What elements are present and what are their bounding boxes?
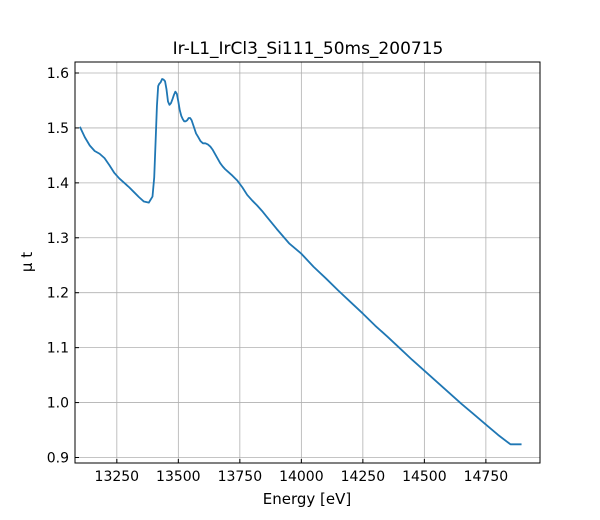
x-tick-label: 13500: [156, 469, 201, 485]
grid: [75, 62, 540, 463]
y-tick-label: 1.5: [47, 121, 69, 137]
line-series: [79, 78, 522, 446]
plot-frame: [74, 61, 541, 464]
series-line: [79, 78, 522, 446]
ticks: 13250 13500 13750 14000 14250 14500 14750 0.9 1.…: [47, 66, 508, 485]
x-tick-label: 13250: [95, 469, 140, 485]
x-axis-label: Energy [eV]: [263, 490, 351, 508]
y-tick-label: 1.3: [47, 231, 69, 247]
x-tick-label: 14000: [279, 469, 324, 485]
y-axis-label: μ t: [18, 252, 36, 272]
x-tick-label: 14250: [341, 469, 386, 485]
y-tick-label: 0.9: [47, 451, 69, 467]
x-tick-label: 13750: [218, 469, 263, 485]
y-tick-label: 1.2: [47, 286, 69, 302]
x-tick-label: 14750: [464, 469, 509, 485]
x-tick-label: 14500: [402, 469, 447, 485]
chart-title: Ir-L1_IrCl3_Si111_50ms_200715: [173, 39, 444, 59]
y-tick-label: 1.4: [47, 176, 69, 192]
y-tick-label: 1.6: [47, 66, 69, 82]
y-tick-label: 1.1: [47, 341, 69, 357]
y-tick-label: 1.0: [47, 396, 69, 412]
